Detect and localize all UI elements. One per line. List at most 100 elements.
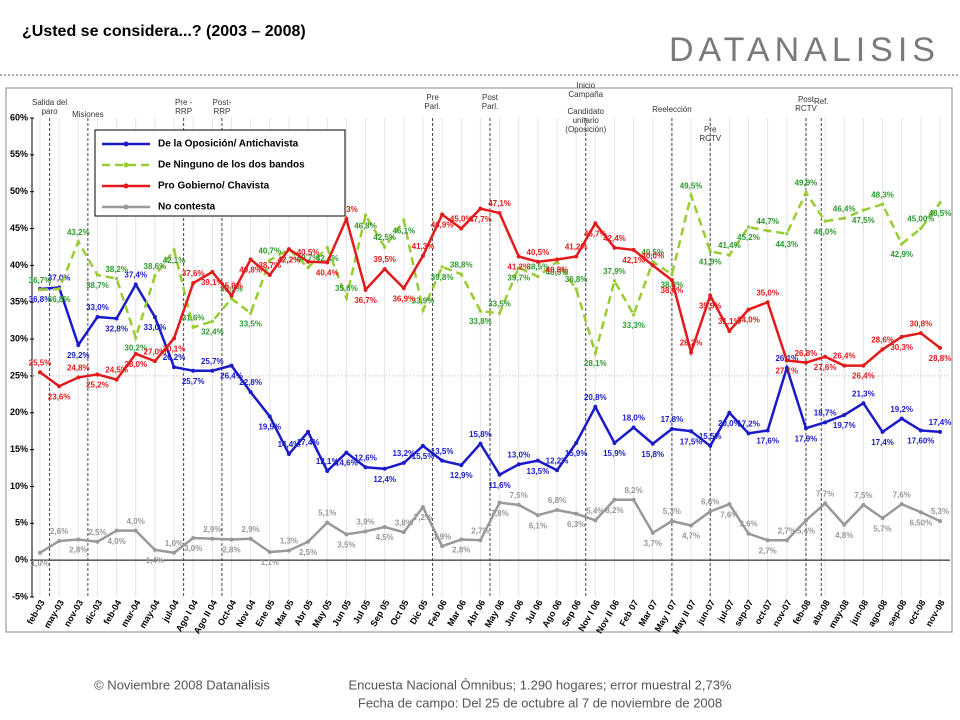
point xyxy=(689,523,694,528)
data-label: 15,9% xyxy=(603,449,626,458)
point xyxy=(133,528,138,533)
data-label: 23,6% xyxy=(48,392,71,401)
y-tick-label: 50% xyxy=(10,186,28,196)
point xyxy=(516,254,521,259)
y-tick-label: 15% xyxy=(10,444,28,454)
data-label: 40,8% xyxy=(546,266,569,275)
data-label: 42,2% xyxy=(278,255,301,264)
footer-fieldwork: Fecha de campo: Del 25 de octubre al 7 d… xyxy=(358,695,722,710)
point xyxy=(248,536,253,541)
point xyxy=(401,460,406,465)
point xyxy=(631,497,636,502)
point xyxy=(344,216,349,221)
footer-copyright: © Noviembre 2008 Datanalisis xyxy=(94,677,270,692)
data-label: 7,6% xyxy=(893,490,911,499)
data-label: 3,8% xyxy=(395,518,413,527)
point xyxy=(363,529,368,534)
data-label: 40,0% xyxy=(641,251,664,260)
point xyxy=(708,443,713,448)
data-label: 25,2% xyxy=(86,381,109,390)
y-tick-label: 20% xyxy=(10,407,28,417)
point xyxy=(229,297,233,301)
annotation: Pre -RRP xyxy=(175,98,193,116)
point xyxy=(478,441,483,446)
point xyxy=(57,384,62,389)
point xyxy=(172,550,177,555)
point xyxy=(535,458,540,463)
data-label: 47,1% xyxy=(488,199,511,208)
point xyxy=(746,307,751,312)
data-label: 32,8% xyxy=(105,325,128,334)
point xyxy=(861,208,865,212)
data-label: 18,7% xyxy=(814,408,837,417)
point xyxy=(325,468,330,473)
data-label: 5,1% xyxy=(318,509,336,518)
data-label: 38,7% xyxy=(86,281,109,290)
data-label: 41,4% xyxy=(718,241,741,250)
point xyxy=(650,263,655,268)
point xyxy=(191,536,196,541)
data-label: 40,5% xyxy=(546,268,569,277)
data-label: 40,7% xyxy=(258,246,281,255)
point xyxy=(478,538,483,543)
data-label: 20,8% xyxy=(584,393,607,402)
data-label: 35,0% xyxy=(756,288,779,297)
data-label: 28,2% xyxy=(680,338,703,347)
point xyxy=(440,265,444,269)
point xyxy=(420,253,425,258)
point xyxy=(306,429,311,434)
data-label: 37,4% xyxy=(124,271,147,280)
point xyxy=(114,528,119,533)
data-label: 28,1% xyxy=(584,359,607,368)
data-label: 40,4% xyxy=(316,269,339,278)
data-label: 12,2% xyxy=(546,456,569,465)
data-label: 33,8% xyxy=(469,317,492,326)
point xyxy=(938,345,942,350)
point xyxy=(382,466,387,471)
point xyxy=(650,530,655,535)
data-label: 38,0% xyxy=(661,286,684,295)
data-label: 25,7% xyxy=(182,377,205,386)
point xyxy=(382,267,387,272)
data-label: 18,0% xyxy=(622,414,645,423)
point xyxy=(823,354,828,359)
data-label: 42,1% xyxy=(163,256,186,265)
point xyxy=(57,287,61,291)
series-line xyxy=(39,189,942,358)
point xyxy=(842,522,847,527)
data-label: 46,9% xyxy=(431,221,454,230)
point xyxy=(842,363,847,368)
data-label: 7,5% xyxy=(510,491,528,500)
data-label: 2,8% xyxy=(222,546,240,555)
data-label: 17,4% xyxy=(297,438,320,447)
point xyxy=(229,363,234,368)
y-tick-label: 45% xyxy=(10,223,28,233)
data-label: 47,5% xyxy=(852,216,875,225)
point xyxy=(651,260,655,264)
point xyxy=(938,201,942,205)
data-label: 35,6% xyxy=(335,284,358,293)
point xyxy=(631,425,636,430)
point xyxy=(803,518,808,523)
point xyxy=(152,359,157,364)
annotation: Pre Parl. xyxy=(424,93,440,111)
point xyxy=(344,296,348,300)
y-tick-label: 60% xyxy=(10,112,28,122)
data-label: 26,4% xyxy=(220,372,243,381)
series-line xyxy=(39,282,941,477)
y-tick-label: -5% xyxy=(12,591,28,601)
data-label: 38,5% xyxy=(527,263,550,272)
point xyxy=(861,401,866,406)
point xyxy=(267,414,272,419)
data-label: 15,8% xyxy=(469,430,492,439)
point xyxy=(842,412,847,417)
data-label: 36,7% xyxy=(354,296,377,305)
point xyxy=(899,502,904,507)
point xyxy=(286,452,291,457)
data-label: 5,7% xyxy=(873,524,891,533)
point xyxy=(918,428,923,433)
data-label: 17,6% xyxy=(756,437,779,446)
y-tick-label: 25% xyxy=(10,370,28,380)
data-label: 19,7% xyxy=(833,421,856,430)
legend-label: No contesta xyxy=(158,202,216,213)
